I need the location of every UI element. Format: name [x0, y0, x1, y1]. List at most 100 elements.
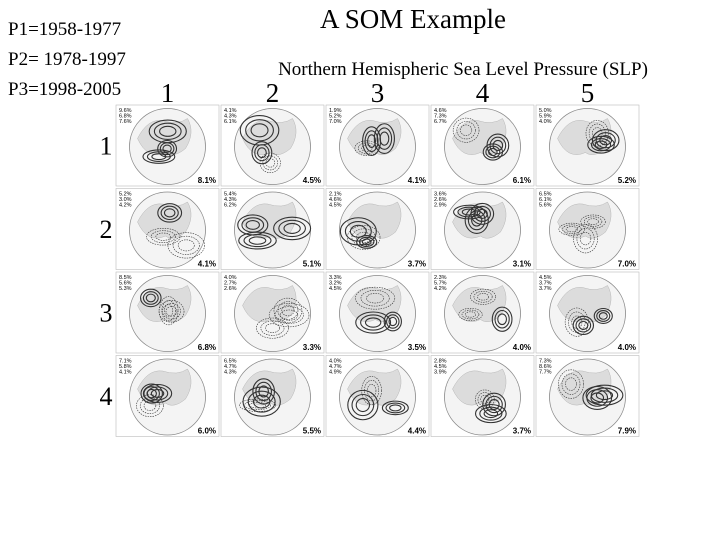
period-frequency: 4.5% — [329, 286, 342, 292]
contour — [461, 208, 477, 216]
contour — [564, 307, 589, 337]
contour — [580, 214, 606, 229]
title: A SOM Example — [320, 4, 506, 34]
contour — [489, 136, 507, 155]
column-label: 4 — [476, 78, 490, 108]
period-frequency: 5.2% — [329, 114, 342, 120]
som-grid: 1 2 3 4 512349.6%6.8%7.6%8.1%4.1%4.3%6.1%4.5… — [100, 78, 640, 437]
contour — [239, 115, 280, 146]
contour — [155, 232, 171, 241]
period-frequency: 4.5% — [329, 203, 342, 209]
contour — [456, 121, 476, 140]
period-frequency: 7.3% — [539, 359, 552, 365]
contour — [150, 230, 176, 244]
period-frequency: 4.3% — [224, 370, 237, 376]
contour — [461, 309, 480, 320]
contour — [576, 227, 595, 250]
period-frequency: 3.9% — [434, 370, 447, 376]
contour — [177, 239, 195, 252]
period-frequency: 4.6% — [329, 197, 342, 203]
contour — [588, 123, 606, 143]
contour — [479, 406, 503, 421]
contour — [360, 314, 387, 331]
map-panel: 4.0%2.7%2.6% 3.3% — [220, 271, 325, 354]
contour — [256, 317, 289, 339]
period-frequency: 5.4% — [224, 192, 237, 198]
map-panel: 4.0%4.7%4.9% 4.4% — [325, 355, 430, 437]
total-frequency: 5.5% — [303, 427, 321, 436]
row-label: 3 — [100, 299, 113, 328]
contour — [389, 404, 402, 412]
map-panel: 2.1%4.6%4.5% 3.7% — [325, 188, 430, 270]
contour — [473, 290, 493, 303]
contour — [562, 224, 582, 234]
contour — [595, 132, 616, 149]
contour — [159, 125, 177, 137]
land — [452, 201, 507, 239]
contour — [494, 309, 510, 329]
period-frequency: 3.2% — [329, 281, 342, 287]
contour — [259, 152, 281, 173]
contour — [367, 134, 377, 148]
contour — [483, 409, 499, 419]
contour — [497, 313, 508, 326]
contour — [386, 314, 400, 329]
contour — [453, 204, 486, 220]
contour — [157, 203, 183, 223]
contour — [485, 145, 501, 159]
period-frequency: 7.6% — [119, 119, 132, 125]
land — [452, 285, 507, 322]
contour — [252, 394, 271, 409]
contour — [585, 384, 624, 406]
contour — [273, 216, 312, 241]
row-label: 1 — [100, 132, 113, 161]
total-frequency: 6.1% — [513, 176, 531, 185]
period-frequency: 4.3% — [224, 197, 237, 203]
total-frequency: 4.4% — [408, 427, 426, 436]
contour — [361, 375, 382, 406]
total-frequency: 4.1% — [408, 176, 426, 185]
period-frequency: 6.2% — [224, 203, 237, 209]
period-frequency: 7.3% — [434, 114, 447, 120]
contour — [143, 386, 160, 401]
contour — [164, 304, 174, 318]
contour — [140, 383, 163, 404]
contour — [347, 225, 381, 250]
period-frequency: 2.6% — [434, 197, 447, 203]
contour — [142, 383, 173, 403]
contour — [388, 316, 398, 327]
contour — [247, 390, 276, 413]
period-frequency: 8.5% — [119, 275, 132, 281]
contour — [277, 301, 299, 320]
map-panel: 3.3%3.2%4.5% 3.5% — [325, 271, 430, 354]
period-frequency: 5.3% — [119, 286, 132, 292]
period-frequency: 2.7% — [224, 281, 237, 287]
map-panel: 5.2%3.0%4.2% 4.1% — [115, 188, 220, 270]
subtitle: Northern Hemispheric Sea Level Pressure … — [278, 59, 648, 80]
period-frequency: 7.1% — [119, 359, 132, 365]
contour — [151, 153, 167, 161]
contour — [145, 293, 156, 303]
land — [347, 368, 402, 406]
row-label: 2 — [100, 215, 113, 244]
land — [557, 368, 612, 406]
contour — [268, 303, 310, 328]
period-frequency: 4.1% — [224, 108, 237, 114]
period-frequency: 6.7% — [434, 119, 447, 125]
contour — [273, 297, 303, 324]
period-frequency: 4.1% — [119, 370, 132, 376]
map-panel: 2.3%5.7%4.2% 4.0% — [430, 271, 535, 354]
column-label: 2 — [266, 78, 280, 108]
period-frequency: 6.5% — [224, 359, 237, 365]
contour — [575, 318, 592, 333]
contour — [362, 126, 382, 156]
contour — [587, 218, 599, 225]
map-panel: 1.9%5.2%7.0% 4.1% — [325, 104, 430, 187]
column-label: 5 — [581, 78, 595, 108]
contour — [167, 232, 205, 259]
map-panel: 7.1%5.8%4.1% 6.0% — [115, 355, 220, 437]
contour — [458, 308, 483, 321]
total-frequency: 4.1% — [198, 260, 216, 269]
contour — [140, 288, 162, 308]
